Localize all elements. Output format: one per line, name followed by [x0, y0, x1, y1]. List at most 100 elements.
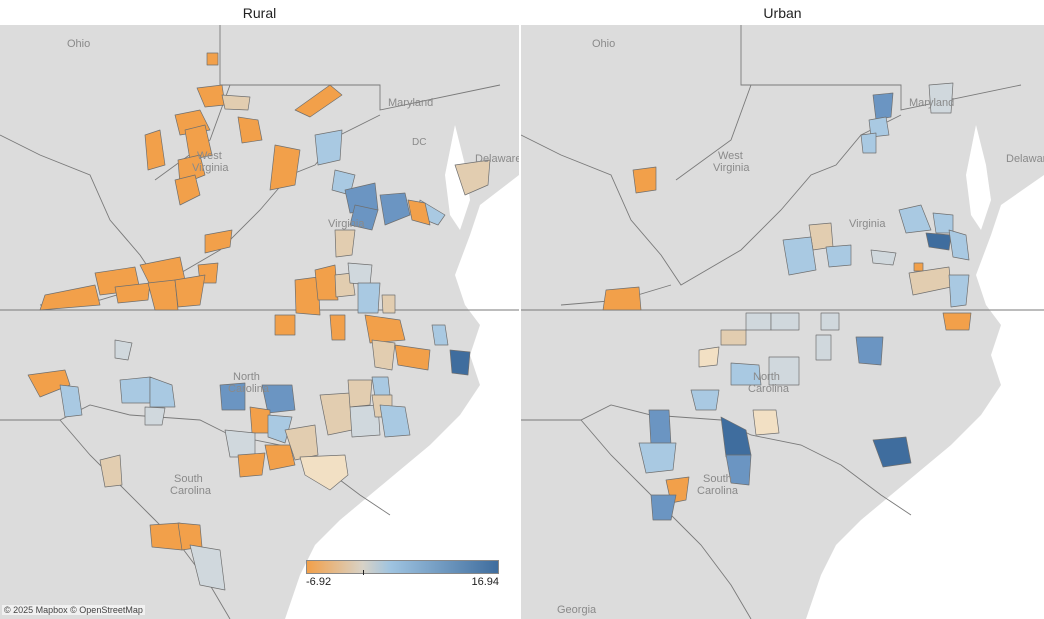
county[interactable]: [730, 362, 762, 386]
county[interactable]: [698, 346, 720, 368]
county[interactable]: [219, 382, 246, 411]
label-carolina-nc: Carolina: [228, 383, 270, 395]
county[interactable]: [269, 144, 301, 191]
county[interactable]: [334, 229, 356, 258]
urban-map[interactable]: Ohio West Virginia Maryland Delaware Vir…: [521, 25, 1044, 619]
county[interactable]: [119, 376, 151, 404]
county[interactable]: [720, 329, 747, 346]
county[interactable]: [149, 522, 183, 551]
label-south: South: [703, 473, 732, 485]
county[interactable]: [284, 424, 319, 461]
county[interactable]: [144, 129, 166, 171]
county[interactable]: [379, 404, 411, 438]
county[interactable]: [454, 159, 491, 196]
county[interactable]: [349, 404, 381, 438]
rural-map-canvas[interactable]: Ohio West Virginia Maryland DC Delaware …: [0, 25, 519, 619]
county[interactable]: [815, 334, 832, 361]
county[interactable]: [294, 276, 321, 316]
label-carolina-sc: Carolina: [697, 485, 739, 497]
label-south: South: [174, 473, 203, 485]
county[interactable]: [39, 284, 101, 311]
atlantic-ocean: [285, 175, 519, 619]
county[interactable]: [249, 406, 271, 434]
county[interactable]: [690, 389, 720, 411]
county[interactable]: [347, 262, 373, 286]
county[interactable]: [114, 339, 133, 361]
map-attribution: © 2025 Mapbox © OpenStreetMap: [2, 605, 145, 615]
county[interactable]: [768, 356, 800, 386]
county[interactable]: [294, 84, 343, 118]
urban-map-canvas[interactable]: Ohio West Virginia Maryland Delaware Vir…: [521, 25, 1044, 619]
county[interactable]: [860, 132, 877, 154]
county[interactable]: [147, 279, 179, 311]
label-maryland: Maryland: [388, 97, 433, 109]
county[interactable]: [725, 454, 752, 486]
county[interactable]: [114, 282, 151, 304]
county[interactable]: [314, 264, 339, 301]
county[interactable]: [314, 129, 343, 166]
county[interactable]: [174, 274, 206, 308]
county[interactable]: [99, 454, 123, 488]
county[interactable]: [948, 274, 970, 308]
chesapeake-bay: [445, 125, 470, 230]
county[interactable]: [928, 82, 954, 114]
county[interactable]: [224, 429, 256, 458]
county[interactable]: [149, 376, 176, 408]
county[interactable]: [189, 544, 226, 591]
county[interactable]: [371, 376, 391, 398]
county[interactable]: [745, 312, 772, 331]
county[interactable]: [204, 229, 233, 254]
county[interactable]: [720, 416, 752, 458]
county[interactable]: [872, 92, 894, 121]
county[interactable]: [27, 369, 71, 398]
county[interactable]: [638, 442, 677, 474]
county[interactable]: [174, 174, 201, 206]
county[interactable]: [632, 166, 657, 194]
county[interactable]: [394, 344, 431, 371]
county[interactable]: [870, 249, 897, 266]
county[interactable]: [449, 349, 471, 376]
county[interactable]: [872, 436, 912, 468]
county[interactable]: [825, 244, 852, 268]
county[interactable]: [925, 232, 952, 251]
county[interactable]: [752, 409, 780, 436]
county[interactable]: [770, 312, 800, 331]
county[interactable]: [221, 94, 251, 111]
county[interactable]: [648, 409, 672, 446]
county[interactable]: [319, 392, 353, 436]
county[interactable]: [237, 116, 263, 144]
county[interactable]: [381, 294, 396, 314]
county[interactable]: [650, 494, 677, 521]
county[interactable]: [820, 312, 840, 331]
county[interactable]: [274, 314, 296, 336]
county[interactable]: [782, 236, 817, 276]
county[interactable]: [264, 444, 296, 471]
county[interactable]: [942, 312, 972, 331]
county[interactable]: [184, 124, 213, 161]
county[interactable]: [267, 414, 293, 444]
county[interactable]: [431, 324, 449, 346]
county[interactable]: [261, 384, 296, 414]
county[interactable]: [357, 282, 381, 314]
rural-panel-title: Rural: [242, 5, 277, 21]
county[interactable]: [602, 286, 642, 311]
county[interactable]: [144, 406, 166, 426]
county[interactable]: [407, 199, 431, 226]
county[interactable]: [237, 452, 266, 478]
county[interactable]: [329, 314, 346, 341]
county[interactable]: [948, 229, 970, 261]
county[interactable]: [855, 336, 884, 366]
county[interactable]: [913, 262, 924, 272]
county[interactable]: [364, 314, 406, 344]
rural-map[interactable]: Ohio West Virginia Maryland DC Delaware …: [0, 25, 519, 619]
county[interactable]: [347, 379, 373, 408]
county[interactable]: [349, 204, 379, 231]
county[interactable]: [59, 384, 83, 418]
county[interactable]: [206, 52, 219, 66]
county[interactable]: [868, 116, 890, 138]
county[interactable]: [196, 84, 226, 108]
county[interactable]: [379, 192, 411, 226]
county[interactable]: [898, 204, 932, 234]
county[interactable]: [299, 454, 349, 491]
county[interactable]: [371, 339, 396, 371]
